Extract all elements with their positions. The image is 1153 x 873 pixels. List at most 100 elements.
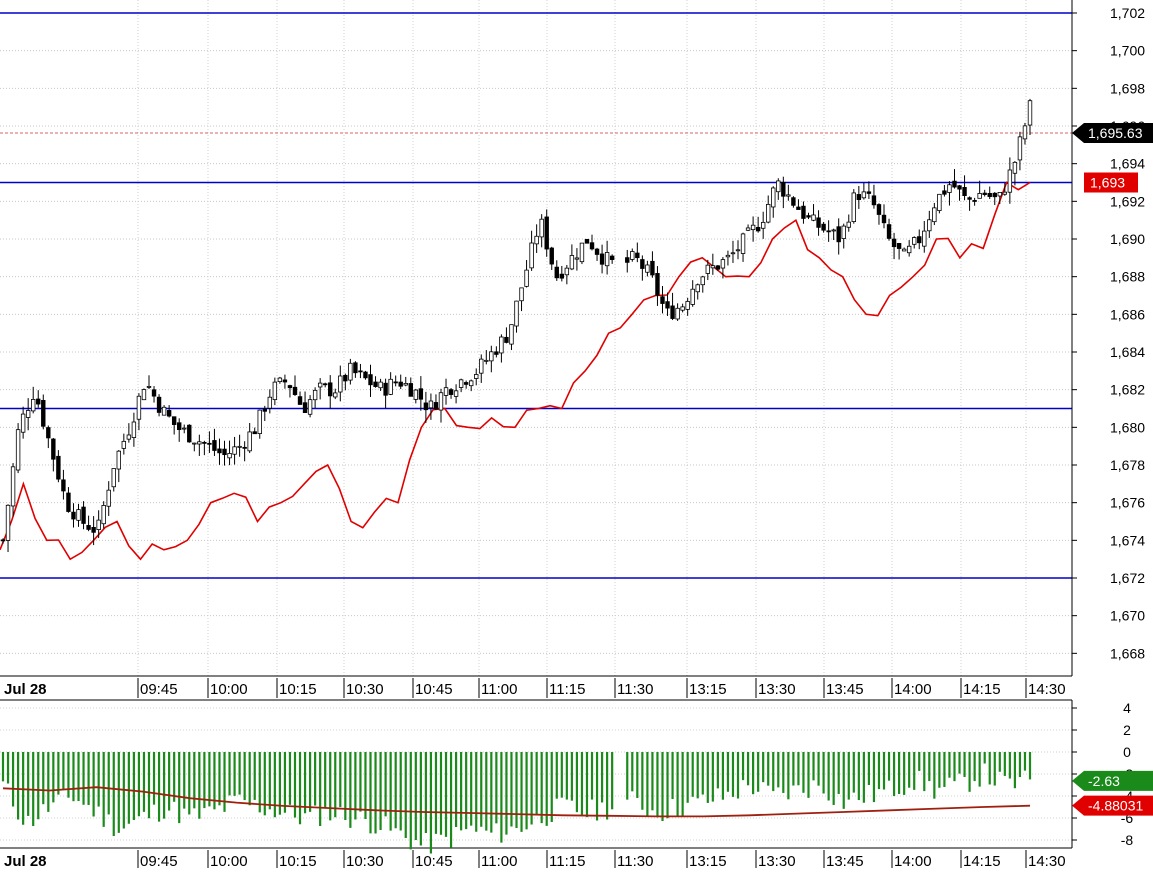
last-price-badge-shape xyxy=(1072,122,1153,143)
candle-body xyxy=(418,388,424,400)
candle-body xyxy=(252,431,257,435)
candle-body xyxy=(574,257,580,260)
candle-body xyxy=(438,392,444,411)
candle-body xyxy=(912,237,917,245)
candle-body xyxy=(282,379,288,383)
candle-body xyxy=(287,385,293,389)
candle-body xyxy=(433,402,439,410)
candle-body xyxy=(796,206,801,210)
oscillator-signal-line xyxy=(2,786,1031,818)
time-tick-label: 13:30 xyxy=(758,853,796,868)
candle-body xyxy=(972,200,977,202)
candle-body xyxy=(695,284,700,293)
candle-body xyxy=(841,225,846,239)
candle-body xyxy=(675,307,680,320)
candle-body xyxy=(504,336,509,343)
last-price-badge: 1,695.63 xyxy=(1072,122,1153,143)
candlesticks xyxy=(0,98,1033,553)
candle-body xyxy=(826,230,831,233)
candle-body xyxy=(453,390,459,397)
time-tick-label: 14:30 xyxy=(1028,853,1066,868)
candle-body xyxy=(509,324,514,345)
price-tick-label: 1,694 xyxy=(1110,156,1145,172)
oscillator-gridlines xyxy=(0,699,1072,849)
candle-body xyxy=(368,374,373,386)
time-tick-label: 10:15 xyxy=(279,681,317,698)
candle-body xyxy=(292,386,298,395)
candle-body xyxy=(660,296,665,304)
candle-body xyxy=(146,386,152,388)
candle-body xyxy=(272,381,278,401)
price-tick-label: 1,680 xyxy=(1110,419,1145,435)
candle-body xyxy=(992,192,997,198)
time-tick-label: 14:30 xyxy=(1028,681,1066,698)
candle-body xyxy=(831,229,836,232)
candle-body xyxy=(987,192,992,197)
candle-body xyxy=(31,399,36,412)
candle-body xyxy=(584,238,590,244)
candle-body xyxy=(111,468,116,488)
candle-body xyxy=(443,387,449,396)
candle-body xyxy=(801,205,806,219)
candle-body xyxy=(554,266,559,279)
time-tick-label: 14:15 xyxy=(963,681,1001,698)
red-indicator-line xyxy=(0,181,1031,561)
price-tick-label: 1,682 xyxy=(1110,382,1145,398)
candle-body xyxy=(594,248,600,255)
candle-body xyxy=(41,399,46,427)
candle-body xyxy=(333,392,338,398)
candle-body xyxy=(448,389,454,395)
candle-body xyxy=(710,265,716,269)
histogram-value-badge-shape xyxy=(1072,770,1153,791)
candle-body xyxy=(328,382,333,397)
candle-body xyxy=(519,287,524,302)
candle-body xyxy=(262,408,267,412)
candle-body xyxy=(468,380,474,387)
candle-body xyxy=(625,257,630,263)
time-tick-label: 09:45 xyxy=(140,853,178,868)
price-tick-label: 1,674 xyxy=(1110,532,1145,548)
candle-body xyxy=(609,255,615,260)
candle-body xyxy=(56,455,61,480)
red-line-badge-text: 1,693 xyxy=(1090,175,1125,191)
candle-body xyxy=(957,185,962,190)
price-tick-label: 1,676 xyxy=(1110,495,1145,511)
candle-body xyxy=(187,424,192,443)
candle-body xyxy=(317,382,323,388)
candle-body xyxy=(735,249,741,252)
osc-tick-label: 2 xyxy=(1123,722,1131,738)
candle-body xyxy=(922,230,927,247)
price-tick-label: 1,700 xyxy=(1110,43,1145,59)
candle-body xyxy=(383,382,388,396)
candle-body xyxy=(136,395,142,420)
candle-body xyxy=(861,191,867,199)
candle-body xyxy=(177,422,182,430)
candle-body xyxy=(932,207,937,223)
candle-body xyxy=(1017,136,1023,161)
candle-body xyxy=(474,374,479,379)
candle-body xyxy=(207,442,212,445)
candle-body xyxy=(398,381,403,387)
candle-body xyxy=(348,362,353,381)
candle-body xyxy=(886,224,892,239)
price-tick-label: 1,702 xyxy=(1110,5,1145,21)
candle-body xyxy=(901,248,907,252)
price-tick-label: 1,698 xyxy=(1110,80,1145,96)
candle-body xyxy=(1027,100,1033,126)
candle-body xyxy=(685,301,690,310)
candle-body xyxy=(76,509,81,521)
histogram-value-badge: -2.63 xyxy=(1072,770,1153,791)
candle-body xyxy=(1012,161,1018,174)
candle-body xyxy=(539,218,544,238)
candle-body xyxy=(277,377,283,383)
time-tick-label: 14:00 xyxy=(894,681,932,698)
price-tick-label: 1,692 xyxy=(1110,193,1145,209)
candle-body xyxy=(1007,169,1013,193)
candle-body xyxy=(942,190,947,195)
candle-body xyxy=(730,252,736,255)
candle-body xyxy=(635,252,640,259)
candle-body xyxy=(791,197,796,206)
candle-body xyxy=(343,374,348,382)
